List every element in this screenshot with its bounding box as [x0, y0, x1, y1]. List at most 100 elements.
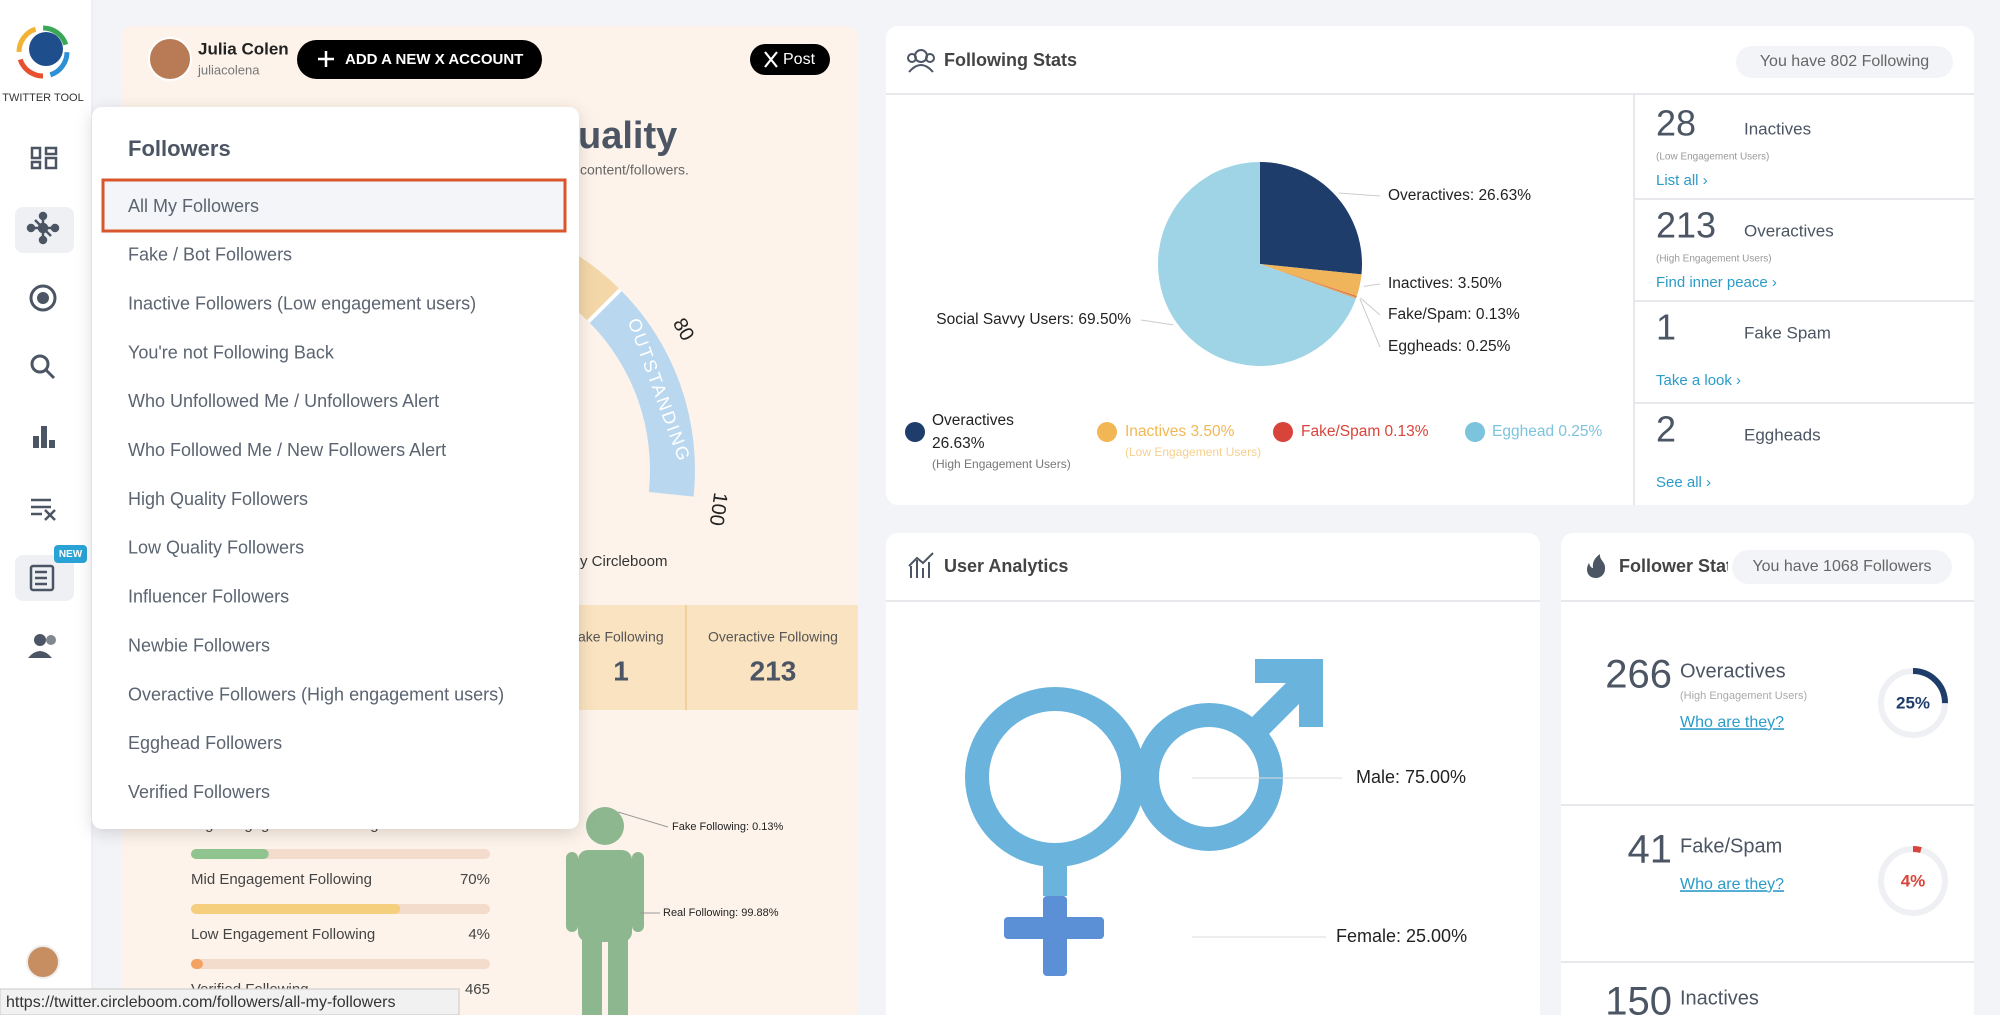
menu-item[interactable]: Overactive Followers (High engagement us… — [128, 684, 504, 704]
item-label: Fake/Spam — [1680, 835, 1782, 857]
panel-credit: y Circleboom — [580, 553, 668, 570]
cell-link[interactable]: Take a look › — [1656, 372, 1741, 389]
male-symbol — [1135, 659, 1323, 851]
menu-item[interactable]: Low Quality Followers — [128, 538, 304, 558]
followers-menu — [92, 107, 579, 829]
card-title: User Analytics — [944, 556, 1068, 576]
button-bg — [297, 40, 542, 79]
bar-track — [191, 959, 490, 969]
account-avatar — [148, 37, 192, 81]
figure-label: Fake Following: 0.13% — [672, 821, 783, 833]
icon-part — [50, 223, 60, 233]
menu-item[interactable]: Who Followed Me / New Followers Alert — [128, 440, 446, 460]
icon-part — [907, 53, 917, 63]
account-name: Julia Colen — [198, 39, 289, 58]
figure-leg — [608, 930, 628, 1015]
button-label[interactable]: ADD A NEW X ACCOUNT — [345, 51, 523, 68]
add-account-button[interactable]: ADD A NEW X ACCOUNT — [297, 40, 542, 79]
icon-part — [44, 156, 58, 170]
leader-line — [617, 811, 669, 828]
legend-note: (Low Engagement Users) — [1125, 445, 1261, 459]
icon-part — [44, 368, 56, 380]
menu-item[interactable]: Egghead Followers — [128, 733, 282, 753]
post-button[interactable]: Post — [750, 44, 830, 75]
nav-network[interactable] — [26, 211, 60, 245]
follower-items: 266 Overactives (High Engagement Users) Who… — [1561, 653, 1974, 1015]
symbol-arrow — [1255, 659, 1323, 727]
menu-item[interactable]: Fake / Bot Followers — [128, 245, 292, 265]
cell-link[interactable]: Find inner peace › — [1656, 274, 1777, 291]
status-url: https://twitter.circleboom.com/followers… — [6, 994, 395, 1011]
menu-item[interactable]: Inactive Followers (Low engagement users… — [128, 293, 476, 313]
stat-value: 1 — [613, 655, 629, 686]
stat-label: Overactive Following — [708, 629, 838, 645]
icon-part — [41, 426, 47, 448]
pie-slice — [1260, 264, 1362, 297]
nav-target[interactable] — [29, 284, 57, 312]
pie-slice — [1260, 162, 1362, 275]
item-count: 150 — [1605, 980, 1672, 1015]
figure-head — [586, 807, 624, 845]
icon-part — [44, 146, 58, 156]
bar-fill — [191, 849, 269, 859]
stat-value: 213 — [750, 655, 797, 686]
legend-name: Fake/Spam 0.13% — [1301, 423, 1429, 440]
menu-item[interactable]: Verified Followers — [128, 782, 270, 802]
panel-subtitle: content/followers. — [580, 162, 689, 178]
leader-line — [1363, 283, 1381, 287]
symbol-cross — [1004, 917, 1104, 939]
pill — [1732, 550, 1952, 584]
gender-label: Male: 75.00% — [1356, 767, 1466, 787]
item-note: (High Engagement Users) — [1680, 690, 1807, 702]
icon-part — [49, 440, 55, 448]
nav-list[interactable] — [31, 498, 56, 521]
icon-part — [34, 634, 46, 646]
icon-part — [46, 635, 56, 645]
plus-icon — [318, 51, 334, 67]
item-count: 266 — [1605, 653, 1672, 697]
menu-item[interactable]: You're not Following Back — [128, 342, 335, 362]
pie-label: Social Savvy Users: 69.50% — [936, 311, 1131, 328]
item-link[interactable]: Who are they? — [1680, 714, 1784, 731]
status-bar — [0, 988, 460, 1015]
nav-post[interactable] — [29, 564, 55, 592]
figure-leg — [582, 930, 602, 1015]
menu-item[interactable]: Who Unfollowed Me / Unfollowers Alert — [128, 391, 439, 411]
button-label[interactable]: Post — [783, 51, 816, 68]
gauge-tick: 100 — [705, 491, 731, 527]
figure-label: Real Following: 99.88% — [663, 907, 779, 919]
menu-item[interactable]: All My Followers — [128, 196, 259, 216]
menu-item[interactable]: Influencer Followers — [128, 587, 289, 607]
pie-slice — [1260, 264, 1357, 299]
item-count: 41 — [1628, 828, 1673, 872]
icon-part — [28, 651, 52, 658]
legend-name: Overactives — [932, 412, 1014, 429]
pie-slice — [1260, 264, 1357, 298]
legend-icon — [1097, 422, 1117, 442]
stat-label: ake Following — [578, 629, 664, 645]
icon-part — [37, 222, 49, 234]
icon-part — [44, 509, 56, 521]
nav-chart[interactable] — [33, 426, 55, 448]
cell-link[interactable]: List all › — [1656, 172, 1708, 189]
button-bg — [750, 44, 830, 75]
pill-text: You have 1068 Followers — [1752, 558, 1931, 575]
nav-dashboard[interactable] — [30, 146, 58, 170]
cell-link[interactable]: See all › — [1656, 474, 1711, 491]
nav-people[interactable] — [28, 634, 56, 658]
bar-label: Mid Engagement Following — [191, 871, 372, 888]
menu-item[interactable]: Newbie Followers — [128, 635, 270, 655]
legend-icon — [1273, 422, 1293, 442]
user-avatar[interactable] — [26, 945, 60, 979]
nav-search[interactable] — [30, 354, 56, 380]
people-icon — [907, 49, 935, 73]
icon-part — [30, 354, 50, 374]
menu-item[interactable]: High Quality Followers — [128, 489, 308, 509]
logo-ring — [16, 25, 70, 79]
leader-line — [1359, 298, 1381, 348]
female-symbol — [965, 687, 1145, 976]
item-link[interactable]: Who are they? — [1680, 876, 1784, 893]
cell-count: 1 — [1656, 307, 1676, 348]
bar-fill — [191, 904, 401, 914]
brand: TWITTER TOOL — [2, 92, 84, 104]
